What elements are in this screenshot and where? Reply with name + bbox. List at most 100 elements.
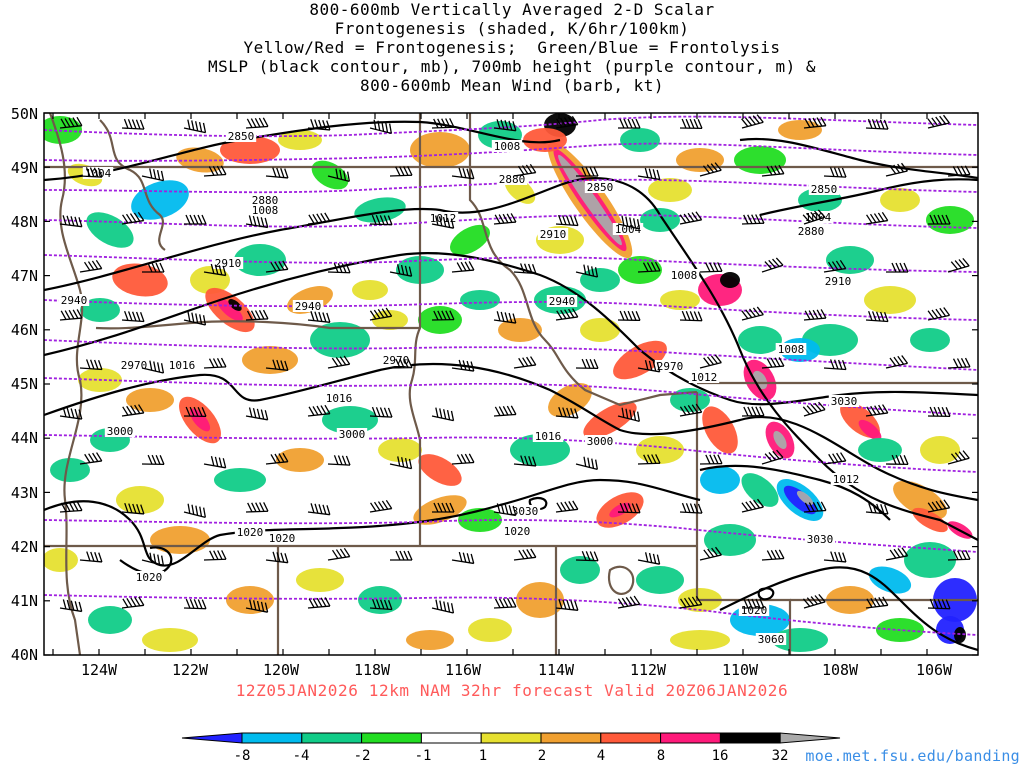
- height-label: 2970: [657, 360, 684, 373]
- shading-blob: [410, 132, 470, 168]
- pacific-coastline: [48, 113, 84, 655]
- wind-barb: [245, 599, 269, 613]
- wind-barb: [803, 309, 827, 321]
- wind-barb: [617, 407, 640, 422]
- shading-blob: [636, 436, 684, 464]
- wind-barb: [141, 168, 165, 182]
- wind-barb: [618, 118, 641, 129]
- shading-blob: [618, 256, 662, 284]
- wind-barb: [865, 118, 889, 130]
- wind-barb: [451, 453, 475, 465]
- wind-barb: [245, 309, 269, 321]
- wind-barb: [555, 500, 579, 513]
- lon-label-122w: 122W: [172, 661, 209, 679]
- mslp-label: 1020: [136, 571, 163, 584]
- height-label: 2850: [587, 181, 614, 194]
- shading-blob: [116, 486, 164, 514]
- wind-barb: [803, 116, 827, 129]
- height-label-bg: [804, 533, 836, 545]
- shading-blob: [378, 438, 422, 462]
- shading-blob: [242, 346, 298, 374]
- height-label-bg: [104, 425, 136, 437]
- shading-blob: [418, 454, 462, 486]
- shading-blob: [926, 206, 974, 234]
- shading-blob: [738, 326, 782, 354]
- colorbar-label-minus2: -2: [354, 748, 371, 764]
- wind-barb: [203, 550, 227, 561]
- wind-barb: [513, 163, 537, 177]
- shading-blob: [640, 208, 680, 232]
- shading-blob: [904, 542, 956, 578]
- wind-barb: [947, 257, 970, 273]
- wind-barb: [431, 310, 455, 321]
- wind-barb: [617, 215, 641, 230]
- wind-barb: [389, 166, 413, 177]
- shading-blob: [190, 266, 230, 294]
- mslp-label: 1008: [671, 269, 698, 282]
- colorbar-right-arrow: [779, 732, 841, 744]
- colorbar-labels: -8 -4 -2 -1 1 2 4 8 16 32: [234, 748, 789, 764]
- wind-barb: [327, 262, 351, 274]
- colorbar-label-4: 4: [597, 748, 605, 764]
- mslp-label: 1008: [778, 343, 805, 356]
- wind-barb: [369, 119, 392, 134]
- shading-blob: [217, 298, 243, 322]
- wind-barb: [617, 595, 641, 609]
- wind-barb: [803, 501, 827, 513]
- shading-blob: [920, 436, 960, 464]
- shading-blob: [702, 406, 738, 454]
- wind-barb: [183, 598, 207, 610]
- wind-barb: [761, 164, 785, 177]
- mslp-label-bg: [266, 532, 298, 544]
- wind-barb: [802, 593, 826, 609]
- shading-blob: [636, 566, 684, 594]
- shading-blob: [558, 154, 622, 246]
- colorbar-swatch: [719, 732, 781, 744]
- wind-barb: [183, 119, 207, 134]
- shading-blob: [276, 448, 324, 472]
- wind-barb: [307, 311, 331, 323]
- lat-label-48n: 48N: [11, 213, 38, 231]
- wind-barb: [699, 354, 722, 369]
- wind-barb: [741, 498, 764, 513]
- wind-barb: [79, 359, 103, 371]
- shading-blob: [910, 328, 950, 352]
- height-labels: 2850 2880 2910 2940 2970 3000 3030 2850 2880 2910…: [58, 130, 860, 646]
- lon-label-114w: 114W: [538, 661, 575, 679]
- shading-blob: [583, 401, 637, 439]
- wind-barb: [245, 502, 269, 513]
- wind-barb: [699, 546, 722, 561]
- lon-label-116w: 116W: [445, 661, 482, 679]
- wind-barb: [59, 599, 83, 613]
- shading-blob: [234, 244, 286, 276]
- wind-barb: [742, 598, 765, 609]
- wind-barb: [823, 167, 847, 178]
- shading-blob: [720, 272, 740, 288]
- mslp-label-bg: [668, 269, 700, 281]
- mslp-label-bg: [166, 359, 198, 371]
- height-label-bg: [212, 257, 244, 269]
- height-label: 3060: [758, 633, 785, 646]
- height-label: 2850: [228, 130, 255, 143]
- colorbar-label-8: 8: [657, 748, 665, 764]
- height-label-bg: [808, 183, 840, 195]
- colorbar-swatch: [241, 732, 303, 744]
- wind-barb: [431, 599, 455, 614]
- credit-url[interactable]: moe.met.fsu.edu/banding: [805, 747, 1020, 765]
- lon-label-110w: 110W: [722, 661, 759, 679]
- wind-barb: [307, 503, 331, 516]
- wind-barb: [451, 261, 475, 273]
- shading-blob: [358, 586, 402, 614]
- height-label-bg: [654, 360, 686, 372]
- colorbar-swatch: [660, 732, 721, 744]
- wind-barb: [245, 215, 269, 229]
- wind-barb: [761, 549, 785, 561]
- mslp-label-bg: [427, 212, 459, 224]
- wind-barb: [927, 598, 951, 610]
- height-label-bg: [292, 300, 324, 312]
- wind-barb: [679, 118, 703, 130]
- wind-barb: [59, 501, 83, 513]
- wind-barb: [493, 503, 517, 517]
- wind-barb: [121, 404, 145, 417]
- wind-barb: [927, 499, 951, 513]
